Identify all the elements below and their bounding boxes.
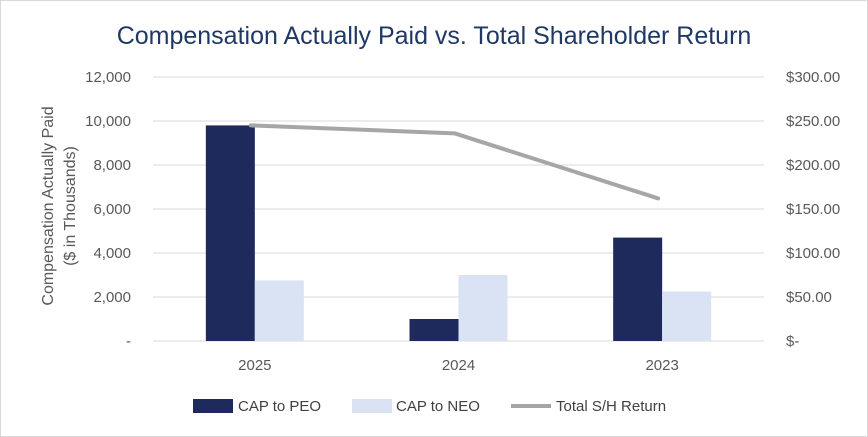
legend-label-tsr: Total S/H Return [556, 398, 666, 415]
tsr-point-2023 [657, 197, 659, 199]
y-axis-label-line-1: Compensation Actually Paid [40, 106, 57, 305]
legend-swatch-cap-neo [352, 399, 392, 413]
y-tick-label: 12,000 [85, 69, 131, 86]
x-axis-ticks: 2025 2024 2023 [238, 357, 679, 374]
tsr-point-2025 [250, 124, 252, 126]
legend: CAP to PEO CAP to NEO Total S/H Return [193, 398, 666, 415]
tsr-point-2024 [454, 132, 455, 134]
y-tick-label: 4,000 [93, 245, 131, 262]
bar-cap-to-neo-2024 [458, 275, 508, 341]
y-tick-label: - [126, 333, 131, 350]
y2-tick-label: $200.00 [786, 157, 840, 174]
bar-cap-to-peo-2025 [205, 125, 255, 342]
x-tick-label: 2023 [645, 357, 678, 374]
legend-label-cap-peo: CAP to PEO [238, 398, 321, 415]
bar-cap-to-neo-2025 [254, 280, 304, 341]
legend-label-cap-neo: CAP to NEO [396, 398, 480, 415]
y2-tick-label: $- [786, 333, 799, 350]
tsr-line-path [248, 123, 661, 201]
bar-cap-to-peo-2023 [613, 237, 663, 341]
bar-cap-to-neo-2023 [662, 291, 712, 341]
left-axis-ticks: - 2,000 4,000 6,000 8,000 10,000 12,000 [85, 69, 131, 350]
y-tick-label: 6,000 [93, 201, 131, 218]
y-axis-label-line-2: ($ in Thousands) [62, 146, 79, 266]
y2-tick-label: $250.00 [786, 113, 840, 130]
bar-cap-to-peo-2024 [409, 319, 459, 341]
right-axis-ticks: $- $50.00 $100.00 $150.00 $200.00 $250.00 $300… [786, 69, 840, 350]
y2-tick-label: $300.00 [786, 69, 840, 86]
y-tick-label: 2,000 [93, 289, 131, 306]
y-tick-label: 10,000 [85, 113, 131, 130]
chart-title: Compensation Actually Paid vs. Total Sha… [117, 22, 752, 50]
bars [205, 125, 712, 342]
y2-tick-label: $50.00 [786, 289, 832, 306]
y2-tick-label: $150.00 [786, 201, 840, 218]
x-tick-label: 2024 [442, 357, 475, 374]
y2-tick-label: $100.00 [786, 245, 840, 262]
tsr-line [248, 123, 661, 201]
x-tick-label: 2025 [238, 357, 271, 374]
y-tick-label: 8,000 [93, 157, 131, 174]
legend-swatch-cap-peo [193, 399, 233, 413]
